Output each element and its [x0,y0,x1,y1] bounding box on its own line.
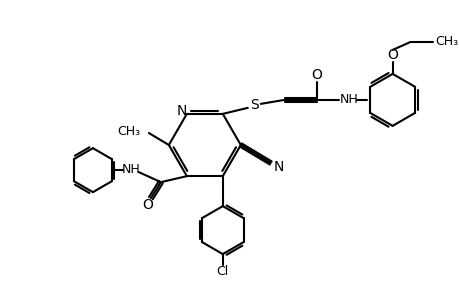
Text: O: O [386,48,397,62]
Text: NH: NH [121,163,140,176]
Text: O: O [142,198,153,212]
Text: CH₃: CH₃ [117,124,140,137]
Text: N: N [176,104,187,118]
Text: N: N [273,160,283,174]
Text: S: S [250,98,258,112]
Text: O: O [311,68,321,82]
Text: NH: NH [339,93,357,106]
Text: Cl: Cl [216,265,229,278]
Text: CH₃: CH₃ [434,35,457,48]
